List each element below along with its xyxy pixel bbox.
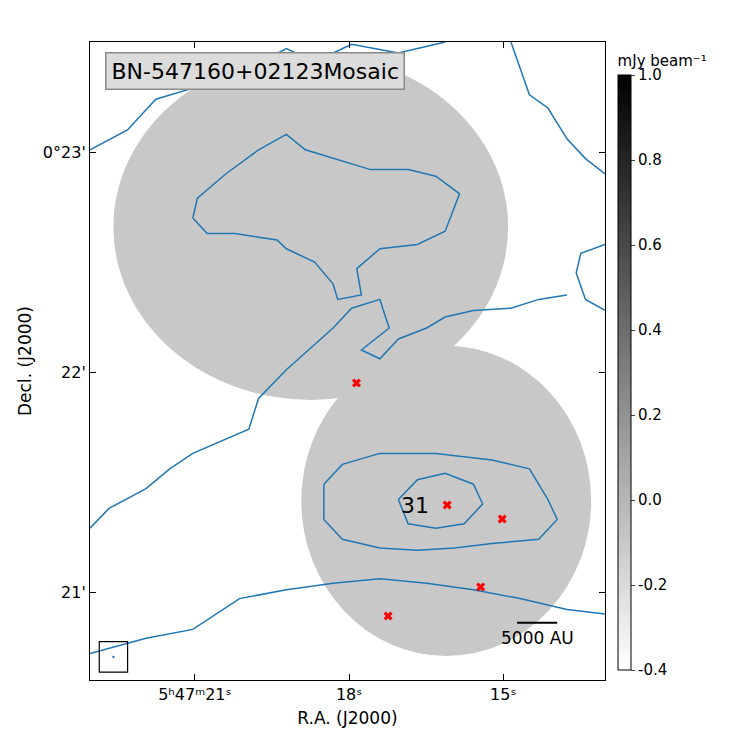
svg-text:0.8: 0.8 [638, 151, 662, 169]
svg-text:mJy beam⁻¹: mJy beam⁻¹ [618, 52, 707, 70]
svg-text:31: 31 [401, 493, 429, 518]
svg-text:Decl. (J2000): Decl. (J2000) [15, 306, 35, 416]
svg-text:0.2: 0.2 [638, 406, 662, 424]
svg-text:5ʰ47ᵐ21ˢ: 5ʰ47ᵐ21ˢ [158, 685, 231, 704]
svg-text:0.0: 0.0 [638, 491, 662, 509]
svg-text:-0.4: -0.4 [638, 661, 667, 679]
svg-text:1.0: 1.0 [638, 66, 662, 84]
svg-text:0.4: 0.4 [638, 321, 662, 339]
svg-text:15ˢ: 15ˢ [490, 685, 516, 704]
svg-text:22': 22' [61, 363, 86, 382]
svg-text:5000 AU: 5000 AU [501, 628, 574, 648]
svg-text:BN-547160+02123Mosaic: BN-547160+02123Mosaic [112, 59, 399, 84]
svg-text:R.A. (J2000): R.A. (J2000) [297, 708, 397, 728]
svg-text:-0.2: -0.2 [638, 576, 667, 594]
svg-text:0°23': 0°23' [43, 143, 86, 162]
svg-text:0.6: 0.6 [638, 236, 662, 254]
svg-text:18ˢ: 18ˢ [336, 685, 362, 704]
svg-text:21': 21' [61, 583, 86, 602]
